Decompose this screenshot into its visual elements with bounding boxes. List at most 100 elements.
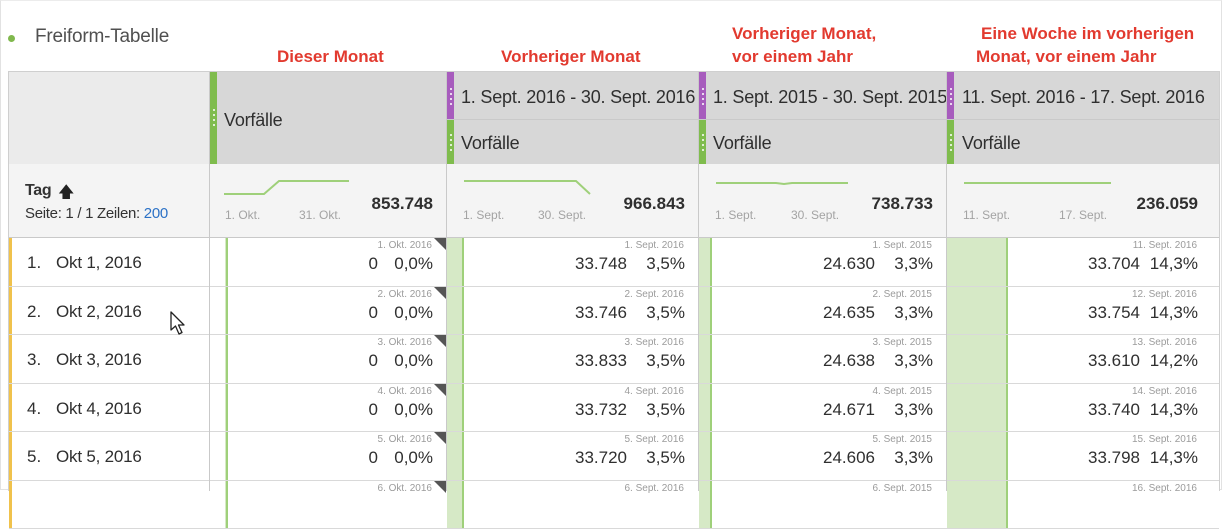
cell-bar [947, 335, 1007, 384]
cell-percent: 0,0% [394, 254, 433, 274]
row-number: 2. [27, 302, 41, 322]
cell-bar [447, 384, 463, 433]
cell-value[interactable]: 24.630 [823, 254, 875, 274]
cell-value[interactable]: 33.732 [575, 400, 627, 420]
metric-label[interactable]: Vorfälle [713, 133, 771, 154]
row-label[interactable]: Okt 2, 2016 [56, 302, 142, 322]
anomaly-flag-icon[interactable] [434, 432, 446, 444]
sparkline-start-label: 1. Sept. [463, 208, 504, 222]
anomaly-flag-icon[interactable] [434, 287, 446, 299]
row-label[interactable]: Okt 5, 2016 [56, 447, 142, 467]
row-marker [9, 335, 12, 384]
column-divider [209, 72, 210, 491]
mouse-pointer-icon [170, 311, 188, 337]
cell-date: 4. Sept. 2016 [625, 386, 685, 397]
cell-bar-edge [226, 384, 228, 433]
annotation-this-month: Dieser Monat [277, 45, 384, 68]
row-marker [9, 384, 12, 433]
anomaly-flag-icon[interactable] [434, 481, 446, 493]
date-range-label[interactable]: 1. Sept. 2016 - 30. Sept. 2016 [461, 87, 695, 108]
cell-bar [447, 287, 463, 336]
cell-bar-edge [462, 481, 464, 529]
cell-value[interactable]: 33.748 [575, 254, 627, 274]
cell-percent: 0,0% [394, 400, 433, 420]
annotation-prev-month-last-year-2: vor einem Jahr [732, 45, 853, 68]
cell-value[interactable]: 24.638 [823, 351, 875, 371]
anomaly-flag-icon[interactable] [434, 238, 446, 250]
cell-value[interactable]: 24.635 [823, 303, 875, 323]
cell-date: 5. Okt. 2016 [378, 434, 432, 445]
cell-date: 2. Sept. 2015 [873, 289, 933, 300]
cell-date: 1. Okt. 2016 [378, 240, 432, 251]
cell-value[interactable]: 0 [369, 254, 378, 274]
date-range-label[interactable]: 1. Sept. 2015 - 30. Sept. 2015 [713, 87, 947, 108]
sparkline-start-label: 1. Okt. [225, 208, 260, 222]
cell-value[interactable]: 33.610 [1088, 351, 1140, 371]
cell-date: 3. Okt. 2016 [378, 337, 432, 348]
drag-handle-icon[interactable] [699, 128, 706, 156]
cell-date: 12. Sept. 2016 [1132, 289, 1197, 300]
sort-arrow-up-icon[interactable]: 🡅 [58, 181, 74, 208]
cell-bar-edge [710, 287, 712, 336]
cell-value[interactable]: 33.746 [575, 303, 627, 323]
cell-value[interactable]: 33.798 [1088, 448, 1140, 468]
row-label[interactable]: Okt 3, 2016 [56, 350, 142, 370]
cell-bar-edge [462, 287, 464, 336]
sparkline-start-label: 11. Sept. [963, 208, 1010, 222]
row-number: 4. [27, 399, 41, 419]
cell-date: 4. Okt. 2016 [378, 386, 432, 397]
cell-value[interactable]: 33.833 [575, 351, 627, 371]
annotation-previous-month: Vorheriger Monat [501, 45, 640, 68]
cell-value[interactable]: 0 [369, 303, 378, 323]
drag-handle-icon[interactable] [947, 128, 954, 156]
drag-handle-icon[interactable] [699, 82, 706, 110]
metric-label[interactable]: Vorfälle [224, 110, 282, 131]
cell-value[interactable]: 33.754 [1088, 303, 1140, 323]
panel-title[interactable]: Freiform-Tabelle [35, 26, 169, 48]
cell-value[interactable]: 24.606 [823, 448, 875, 468]
cell-date: 6. Sept. 2016 [625, 483, 685, 494]
date-range-label[interactable]: 11. Sept. 2016 - 17. Sept. 2016 [962, 87, 1205, 108]
row-label[interactable]: Okt 1, 2016 [56, 253, 142, 273]
drag-handle-icon[interactable] [210, 102, 217, 132]
table-row[interactable] [9, 481, 1219, 529]
freeform-table: Vorfälle 1. Sept. 2016 - 30. Sept. 2016 … [8, 71, 1220, 491]
cell-date: 15. Sept. 2016 [1132, 434, 1197, 445]
cell-bar [447, 481, 463, 529]
drag-handle-icon[interactable] [447, 128, 454, 156]
cell-bar-edge [710, 481, 712, 529]
row-label[interactable]: Okt 4, 2016 [56, 399, 142, 419]
pagination-info: Seite: 1 / 1 Zeilen: 200 [25, 205, 168, 222]
rows-per-page-link[interactable]: 200 [144, 205, 168, 222]
cell-value[interactable]: 0 [369, 400, 378, 420]
anomaly-flag-icon[interactable] [434, 384, 446, 396]
sparkline-col-3 [716, 180, 851, 204]
dimension-label[interactable]: Tag [25, 182, 51, 200]
cell-value[interactable]: 0 [369, 351, 378, 371]
metric-label[interactable]: Vorfälle [461, 133, 519, 154]
cell-value[interactable]: 33.740 [1088, 400, 1140, 420]
drag-handle-icon[interactable] [947, 82, 954, 110]
cell-percent: 0,0% [394, 303, 433, 323]
cell-date: 2. Sept. 2016 [625, 289, 685, 300]
cell-bar-edge [462, 335, 464, 384]
cell-date: 4. Sept. 2015 [873, 386, 933, 397]
cell-value[interactable]: 24.671 [823, 400, 875, 420]
cell-value[interactable]: 33.720 [575, 448, 627, 468]
cell-bar-edge [226, 287, 228, 336]
cell-date: 6. Okt. 2016 [378, 483, 432, 494]
row-marker [9, 481, 12, 529]
cell-value[interactable]: 0 [369, 448, 378, 468]
metric-label[interactable]: Vorfälle [962, 133, 1020, 154]
cell-value[interactable]: 33.704 [1088, 254, 1140, 274]
row-number: 1. [27, 253, 41, 273]
header-corner [9, 72, 209, 164]
header-row-divider [447, 119, 1219, 120]
row-number: 5. [27, 447, 41, 467]
annotation-prev-month-last-year-1: Vorheriger Monat, [732, 22, 876, 45]
drag-handle-icon[interactable] [447, 82, 454, 110]
anomaly-flag-icon[interactable] [434, 335, 446, 347]
cell-bar-edge [1006, 335, 1008, 384]
cell-percent: 14,3% [1150, 400, 1198, 420]
column-divider [446, 72, 447, 491]
